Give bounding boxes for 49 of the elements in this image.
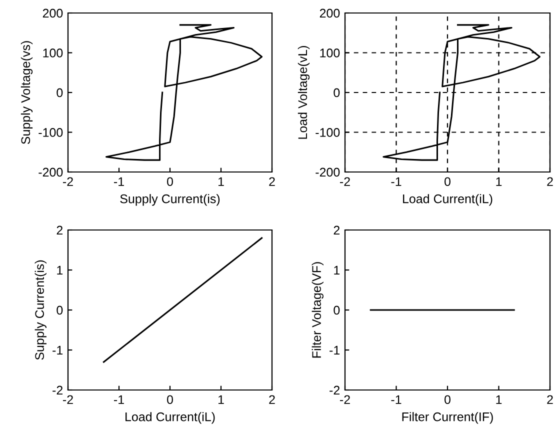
x-tick-label: 1 [218,395,224,404]
y-tick-label: -100 [38,128,63,137]
y-tick-label: 2 [56,226,63,235]
y-tick-label: 2 [334,226,340,235]
y-tick-label: 1 [334,266,340,275]
y-tick-label: 200 [320,8,340,18]
x-axis-title: Load Current(iL) [126,412,215,424]
y-axis-title: Filter Voltage(VF) [312,262,324,358]
y-tick-label: -100 [316,128,340,137]
y-axis-title: Supply Voltage(vs) [20,41,33,144]
x-tick-label: -1 [114,177,124,186]
y-tick-label: 100 [320,48,340,58]
y-tick-label: 0 [56,88,63,98]
y-tick-label: -200 [316,168,340,177]
x-axis-title: Supply Current(is) [120,194,220,206]
x-tick-label: 0 [167,395,173,404]
x-tick-label: 1 [496,395,502,404]
line-series [105,24,263,161]
x-tick-label: -1 [114,395,124,404]
x-tick-label: 2 [269,395,275,404]
x-tick-label: 1 [218,177,224,186]
x-tick-label: 0 [444,177,450,186]
y-tick-label: 100 [43,48,63,58]
x-axis-title: Filter Current(IF) [402,412,493,424]
x-tick-label: 1 [496,177,502,186]
y-tick-label: 1 [57,266,63,275]
x-tick-label: -1 [391,395,402,404]
y-tick-label: -2 [330,386,340,395]
y-tick-label: 0 [334,306,340,315]
x-tick-label: -2 [63,177,73,186]
x-tick-label: -1 [391,177,402,186]
x-tick-label: 0 [167,177,173,186]
y-tick-label: -2 [52,386,63,395]
y-axis-title: Supply Current(is) [34,260,46,360]
x-axis-title: Load Current(iL) [403,194,492,206]
y-tick-label: -200 [38,168,63,177]
y-tick-label: 0 [334,88,340,98]
y-tick-label: 200 [42,8,63,18]
x-tick-label: 2 [547,177,553,186]
y-tick-label: -1 [52,346,63,355]
x-tick-label: -2 [340,177,350,186]
y-tick-label: -1 [330,346,340,355]
y-tick-label: 0 [56,306,63,315]
x-tick-label: 2 [269,177,275,186]
x-tick-label: 0 [444,395,450,404]
y-axis-title: Load Voltage(vL) [298,46,310,139]
x-tick-label: -2 [340,395,350,404]
x-tick-label: -2 [63,395,73,404]
x-tick-label: 2 [547,395,553,404]
